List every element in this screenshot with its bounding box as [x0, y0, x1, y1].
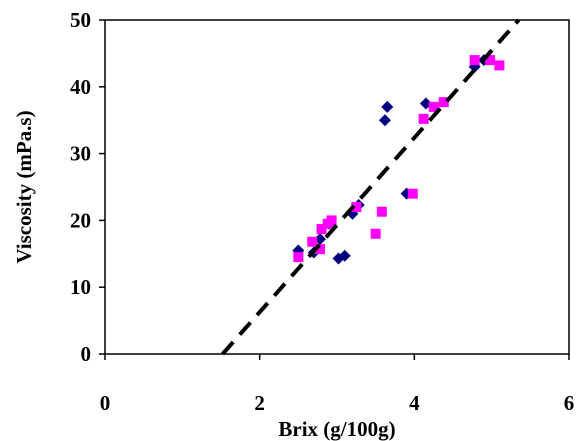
- square-point: [314, 244, 325, 255]
- square-point: [293, 252, 304, 263]
- square-point: [351, 202, 362, 213]
- x-tick-label: 4: [409, 391, 420, 415]
- y-tick-label: 0: [81, 342, 92, 366]
- square-point: [370, 228, 381, 239]
- diamond-point: [338, 249, 351, 262]
- square-point: [494, 60, 505, 71]
- x-tick-label: 6: [564, 391, 575, 415]
- tick-labels: 0 10 20 30 40 50 0 2 4 6: [70, 8, 574, 415]
- y-tick-label: 20: [70, 208, 91, 232]
- plot-area: [104, 19, 570, 355]
- square-point: [485, 55, 496, 66]
- square-point: [428, 101, 439, 112]
- square-point: [307, 236, 318, 247]
- y-tick-label: 40: [70, 75, 91, 99]
- trendline: [221, 18, 521, 356]
- square-point: [376, 206, 387, 217]
- diamond-point: [468, 60, 481, 73]
- y-tick-label: 10: [70, 275, 91, 299]
- square-point: [438, 97, 449, 108]
- x-tick-label: 2: [254, 391, 265, 415]
- diamond-point: [378, 114, 391, 127]
- square-point: [407, 188, 418, 199]
- square-point: [418, 113, 429, 124]
- y-tick-label: 50: [70, 8, 91, 32]
- y-tick-label: 30: [70, 142, 91, 166]
- square-point: [326, 215, 337, 226]
- axis-ticks: [99, 19, 570, 360]
- diamond-point: [332, 252, 345, 265]
- x-tick-label: 0: [100, 391, 111, 415]
- x-axis-title: Brix (g/100g): [278, 417, 395, 441]
- diamond-point: [381, 100, 394, 113]
- y-axis-title: Viscosity (mPa.s): [12, 110, 36, 263]
- square-point: [469, 55, 480, 66]
- square-point: [316, 224, 327, 235]
